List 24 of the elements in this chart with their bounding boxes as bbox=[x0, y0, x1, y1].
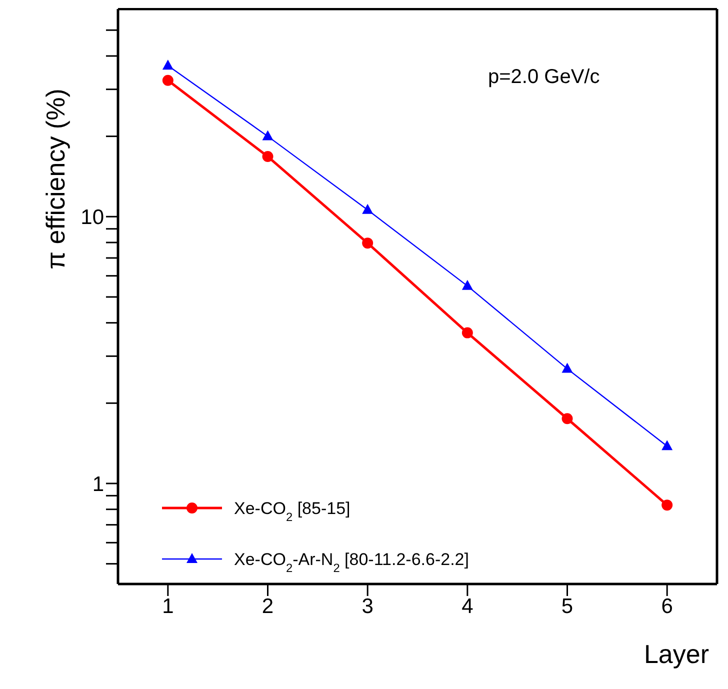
x-axis-title: Layer bbox=[644, 639, 710, 669]
point bbox=[562, 362, 573, 373]
point bbox=[462, 327, 473, 338]
point bbox=[262, 151, 274, 162]
x-tick-label: 2 bbox=[262, 594, 274, 618]
x-tick-label: 3 bbox=[362, 594, 374, 618]
point bbox=[362, 238, 374, 249]
point bbox=[462, 280, 473, 290]
point bbox=[162, 74, 174, 86]
point bbox=[662, 500, 673, 511]
annotation: p=2.0 GeV/c bbox=[488, 66, 600, 89]
point bbox=[262, 130, 274, 140]
x-tick-label: 1 bbox=[162, 594, 174, 618]
point bbox=[162, 60, 174, 70]
point bbox=[362, 204, 374, 214]
x-tick-label: 5 bbox=[561, 594, 574, 618]
y-tick-label: 10 bbox=[80, 206, 104, 230]
x-tick-label: 4 bbox=[462, 594, 474, 618]
legend-label: Xe-CO$_{2}$ [85-15] bbox=[234, 499, 350, 524]
point bbox=[662, 440, 673, 450]
x-tick-label: 6 bbox=[661, 594, 673, 618]
legend-label: Xe-CO$_{2}$-Ar-N$_{2}$ [80-11.2-6.6-2.2] bbox=[234, 550, 469, 575]
y-axis-title: π efficiency (%) bbox=[40, 88, 70, 270]
point bbox=[562, 413, 573, 424]
